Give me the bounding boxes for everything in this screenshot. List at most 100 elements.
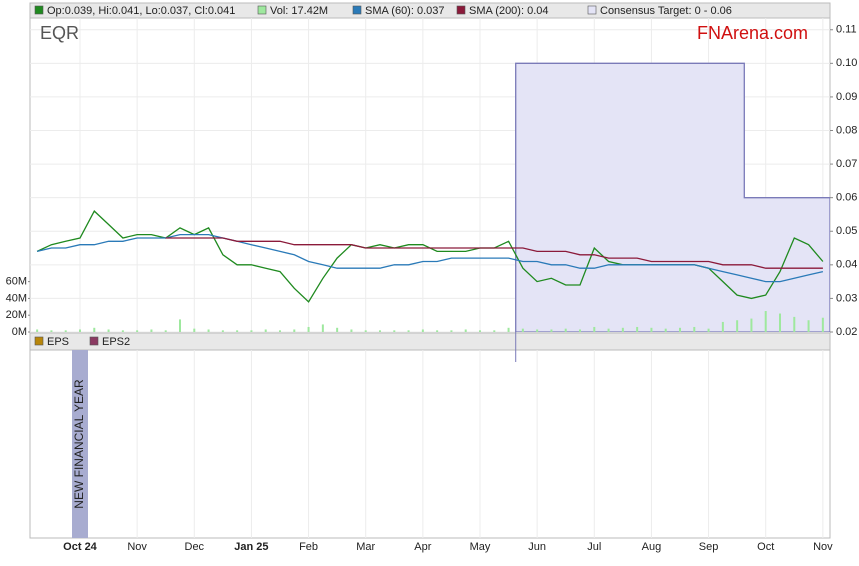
x-tick-label: Oct 24 xyxy=(63,541,98,553)
volume-bar xyxy=(564,328,567,332)
panel-2 xyxy=(29,349,831,539)
legend-swatch xyxy=(587,5,597,15)
volume-bar xyxy=(321,324,324,332)
y-tick-label: 0.03 xyxy=(836,292,857,304)
y-tick-label: 0.11 xyxy=(836,24,857,36)
symbol: EQR xyxy=(40,23,79,43)
brand: FNArena.com xyxy=(697,23,808,43)
x-tick-label: Jun xyxy=(528,541,546,553)
y-tick-label: 0.08 xyxy=(836,124,857,136)
volume-bar xyxy=(736,320,739,332)
volume-bar xyxy=(764,311,767,332)
volume-bar xyxy=(779,313,781,332)
volume-bar xyxy=(164,330,167,332)
volume-bar xyxy=(364,330,367,332)
x-tick-label: Aug xyxy=(642,541,662,553)
volume-bar xyxy=(650,327,653,332)
legend-label: Consensus Target: 0 - 0.06 xyxy=(600,5,732,17)
legend-swatch xyxy=(34,5,44,15)
volume-bar xyxy=(693,326,696,332)
y-tick-label: 0.07 xyxy=(836,158,857,170)
volume-bar xyxy=(179,319,181,332)
y2-tick-label: 0M xyxy=(12,326,27,338)
legend-label: SMA (200): 0.04 xyxy=(469,5,549,17)
volume-bar xyxy=(493,330,496,332)
volume-bar xyxy=(721,321,724,332)
y-tick-label: 0.09 xyxy=(836,91,857,103)
x-tick-label: Jul xyxy=(587,541,601,553)
volume-bar xyxy=(450,330,453,332)
x-tick-label: Dec xyxy=(185,541,205,553)
volume-bar xyxy=(107,329,110,332)
legend-swatch xyxy=(352,5,362,15)
series-line xyxy=(165,237,823,269)
x-tick-label: Nov xyxy=(127,541,147,553)
volume-bar xyxy=(36,329,39,332)
volume-bar xyxy=(607,328,610,332)
volume-bar xyxy=(64,330,67,332)
annotation: NEW FINANCIAL YEAR xyxy=(72,379,86,509)
volume-bar xyxy=(79,329,81,332)
x-tick-label: May xyxy=(470,541,491,553)
volume-bar xyxy=(464,329,467,332)
financial-year-band xyxy=(72,350,88,538)
volume-bar xyxy=(379,330,381,332)
volume-bar xyxy=(250,330,253,332)
y-tick-label: 0.05 xyxy=(836,225,857,237)
volume-bar xyxy=(707,328,710,332)
volume-bar xyxy=(193,328,196,332)
volume-bar xyxy=(507,327,510,332)
legend-label: EPS xyxy=(47,336,69,348)
volume-bar xyxy=(550,329,553,332)
volume-bar xyxy=(821,317,824,332)
legend-label: Op:0.039, Hi:0.041, Lo:0.037, Cl:0.041 xyxy=(47,5,235,17)
volume-bar xyxy=(350,329,353,332)
x-tick-label: Apr xyxy=(414,541,431,553)
x-tick-label: Sep xyxy=(699,541,719,553)
volume-bar xyxy=(664,328,667,332)
legend-swatch xyxy=(456,5,466,15)
legend-swatch xyxy=(89,336,99,346)
legend-label: SMA (60): 0.037 xyxy=(365,5,445,17)
legend-label: EPS2 xyxy=(102,336,130,348)
volume-bar xyxy=(279,330,281,332)
volume-bar xyxy=(793,316,796,332)
volume-bar xyxy=(750,318,753,332)
volume-bar xyxy=(236,330,239,332)
volume-bar xyxy=(264,329,267,332)
volume-bar xyxy=(421,329,424,332)
y-tick-label: 0.10 xyxy=(836,57,857,69)
x-tick-label: Jan 25 xyxy=(234,541,268,553)
volume-bar xyxy=(436,330,439,332)
volume-bar xyxy=(93,327,96,332)
y-tick-label: 0.02 xyxy=(836,326,857,338)
volume-bar xyxy=(636,326,639,332)
volume-bar xyxy=(307,326,310,332)
volume-bar xyxy=(479,330,481,332)
volume-bar xyxy=(221,330,224,332)
legend-swatch xyxy=(257,5,267,15)
legend-label: Vol: 17.42M xyxy=(270,5,328,17)
volume-bar xyxy=(207,329,210,332)
x-tick-label: Nov xyxy=(813,541,833,553)
x-tick-label: Feb xyxy=(299,541,318,553)
volume-bar xyxy=(293,329,296,332)
volume-bar xyxy=(536,329,539,332)
volume-bar xyxy=(150,329,153,332)
legend-swatch xyxy=(34,336,44,346)
volume-bar xyxy=(393,330,396,332)
volume-bar xyxy=(621,327,624,332)
volume-bar xyxy=(679,327,681,332)
volume-bar xyxy=(136,330,139,332)
x-tick-label: Oct xyxy=(757,541,774,553)
volume-bar xyxy=(336,327,339,332)
volume-bar xyxy=(807,320,810,332)
y2-tick-label: 20M xyxy=(6,309,27,321)
y-tick-label: 0.04 xyxy=(836,259,857,271)
y2-tick-label: 60M xyxy=(6,276,27,288)
volume-bar xyxy=(579,329,581,332)
volume-bar xyxy=(407,330,410,332)
y-tick-label: 0.06 xyxy=(836,192,857,204)
x-tick-label: Mar xyxy=(356,541,375,553)
